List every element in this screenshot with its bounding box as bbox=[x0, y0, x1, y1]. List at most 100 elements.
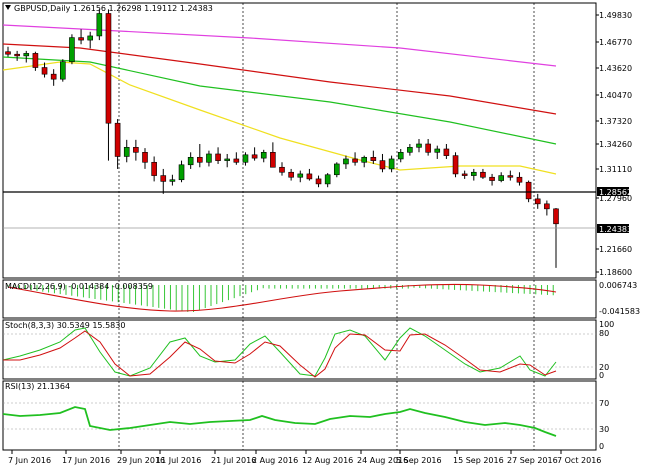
bear-candle bbox=[516, 176, 523, 183]
rsi-title: RSI(13) 21.1364 bbox=[5, 382, 70, 391]
bear-candle bbox=[32, 53, 39, 68]
bear-candle bbox=[5, 51, 11, 55]
macd-pane[interactable]: MACD(12,26,9) -0.014384 -0.008359 0.0067… bbox=[5, 280, 640, 318]
bear-candle bbox=[544, 203, 550, 210]
stoch-ylabel-0: 0 bbox=[599, 371, 604, 380]
ma-green-line bbox=[2, 56, 557, 145]
bear-candle bbox=[233, 158, 240, 163]
pane-frame-2 bbox=[2, 319, 597, 380]
bear-candle bbox=[315, 178, 322, 185]
bear-candle bbox=[370, 156, 377, 161]
x-tick-label: 27 Sep 2016 bbox=[507, 456, 558, 465]
stoch-main-line bbox=[2, 327, 557, 377]
collapse-arrow-icon[interactable] bbox=[5, 5, 11, 10]
rsi-ylabel-0: 0 bbox=[599, 442, 604, 451]
bear-candle bbox=[50, 73, 57, 80]
x-tick-label: 7 Jun 2016 bbox=[8, 456, 51, 465]
x-tick-label: 24 Aug 2016 bbox=[357, 456, 408, 465]
stoch-ylabel-100: 100 bbox=[599, 320, 614, 329]
bull-candle bbox=[498, 175, 505, 181]
bear-candle bbox=[160, 175, 167, 182]
bear-candle bbox=[461, 173, 468, 176]
bear-candle bbox=[443, 148, 450, 156]
bear-candle bbox=[78, 37, 84, 41]
bull-candle bbox=[96, 13, 103, 37]
x-tick-label: 7 Oct 2016 bbox=[557, 456, 601, 465]
macd-signal-line bbox=[7, 283, 557, 312]
bull-candle bbox=[87, 35, 93, 41]
y-tick-label: 1.37320 bbox=[599, 117, 632, 126]
bull-candle bbox=[361, 156, 368, 163]
candlesticks bbox=[5, 9, 559, 268]
bull-candle bbox=[178, 164, 185, 181]
bear-candle bbox=[452, 155, 459, 175]
bear-candle bbox=[105, 13, 112, 124]
bear-candle bbox=[215, 153, 221, 161]
stochastic-pane[interactable]: Stoch(8,3,3) 30.5349 15.5830 100 80 20 0 bbox=[2, 320, 614, 380]
y-tick-label: 1.43620 bbox=[599, 64, 632, 73]
rsi-ylabel-70: 70 bbox=[599, 399, 609, 408]
bear-candle bbox=[142, 152, 148, 163]
bear-candle bbox=[251, 154, 258, 159]
y-tick-label: 1.18600 bbox=[599, 268, 632, 277]
macd-histogram bbox=[7, 285, 554, 312]
y-tick-label: 1.40470 bbox=[599, 91, 632, 100]
x-tick-label: 5 Sep 2016 bbox=[396, 456, 442, 465]
bear-candle bbox=[489, 176, 495, 181]
bull-candle bbox=[206, 153, 212, 163]
bull-candle bbox=[388, 158, 395, 170]
stoch-ylabel-80: 80 bbox=[599, 329, 609, 338]
stoch-title: Stoch(8,3,3) 30.5349 15.5830 bbox=[5, 321, 125, 330]
stoch-signal-line bbox=[3, 330, 557, 378]
bull-candle bbox=[343, 158, 349, 165]
y-tick-label: 1.21660 bbox=[599, 245, 632, 254]
rsi-line bbox=[2, 406, 557, 437]
price-axis: 1.49830 1.46770 1.43620 1.40470 1.37320 1.342… bbox=[596, 11, 632, 277]
bull-candle bbox=[224, 158, 230, 161]
bull-candle bbox=[169, 179, 176, 182]
price-pane[interactable]: GBPUSD,Daily 1.26156 1.26298 1.19112 1.2… bbox=[2, 3, 632, 278]
stoch-grid bbox=[3, 320, 596, 379]
svg-text:1.28562: 1.28562 bbox=[599, 188, 632, 197]
bear-candle bbox=[379, 160, 386, 170]
y-tick-label: 1.34260 bbox=[599, 140, 632, 149]
rsi-grid bbox=[3, 381, 596, 450]
ma-red-line bbox=[2, 43, 557, 115]
bear-candle bbox=[480, 171, 486, 178]
rsi-pane[interactable]: RSI(13) 21.1364 70 30 0 bbox=[2, 381, 609, 451]
bear-candle bbox=[151, 161, 157, 176]
x-tick-label: 12 Aug 2016 bbox=[302, 456, 353, 465]
bull-candle bbox=[434, 148, 441, 153]
bull-candle bbox=[59, 61, 66, 80]
bear-candle bbox=[425, 143, 431, 153]
bear-candle bbox=[525, 181, 532, 200]
x-tick-label: 29 Jun 2016 bbox=[117, 456, 165, 465]
bull-candle bbox=[324, 174, 331, 185]
pane-frame-0 bbox=[2, 2, 597, 279]
bear-candle bbox=[553, 208, 559, 225]
bull-candle bbox=[297, 173, 304, 178]
main-grid bbox=[118, 3, 535, 278]
y-tick-label: 1.27960 bbox=[599, 194, 632, 203]
y-tick-label: 1.31110 bbox=[599, 165, 632, 174]
bull-candle bbox=[123, 147, 130, 157]
chart-title: GBPUSD,Daily 1.26156 1.26298 1.19112 1.2… bbox=[14, 4, 213, 13]
bull-candle bbox=[470, 171, 477, 176]
bear-candle bbox=[133, 147, 139, 153]
bear-candle bbox=[534, 198, 541, 205]
pane-frame-3 bbox=[2, 380, 597, 451]
bear-candle bbox=[14, 53, 20, 57]
bull-candle bbox=[260, 152, 267, 159]
pane-frames bbox=[2, 2, 597, 451]
pane-frame-1 bbox=[2, 279, 597, 319]
current-price-tag: 1.24383 bbox=[597, 224, 632, 234]
y-tick-label: 1.46770 bbox=[599, 38, 632, 47]
bear-candle bbox=[197, 156, 203, 163]
bear-candle bbox=[41, 67, 48, 75]
macd-ylabel-top: 0.006743 bbox=[599, 281, 637, 290]
bull-candle bbox=[242, 154, 249, 163]
ma-yellow-line bbox=[2, 61, 557, 175]
support-price-tag: 1.28562 bbox=[597, 187, 632, 197]
x-tick-label: 17 Jun 2016 bbox=[62, 456, 110, 465]
